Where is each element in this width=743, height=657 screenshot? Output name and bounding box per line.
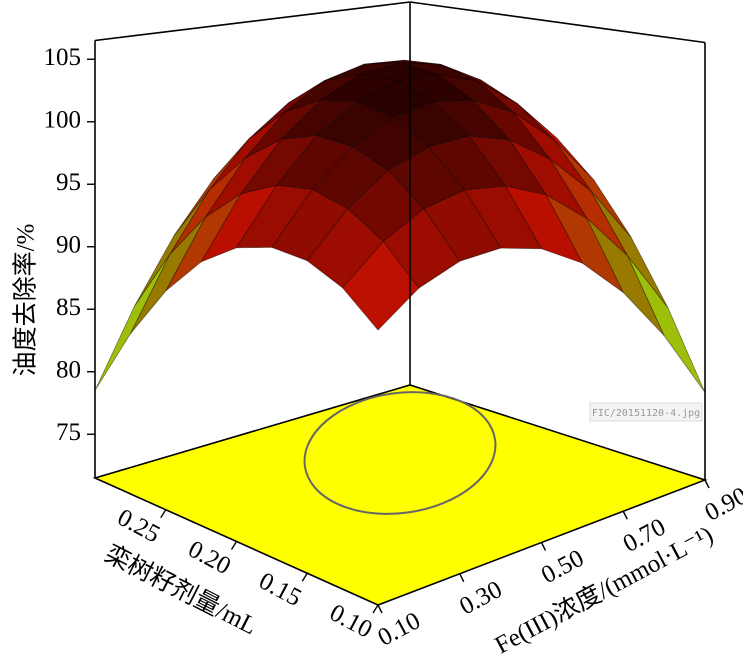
x-tick-label: 0.10: [374, 607, 425, 651]
x-tick: [540, 542, 547, 551]
y-axis-label: 栾树籽剂量/mL: [100, 540, 261, 641]
z-tick-label: 90: [56, 231, 81, 258]
surface-patch: [553, 139, 632, 238]
z-axis-label: 油度去除率/%: [12, 224, 40, 377]
y-tick: [372, 604, 379, 614]
surface-patch: [284, 73, 362, 113]
x-tick: [622, 510, 628, 520]
surface: [94, 59, 706, 393]
surface-patch: [513, 112, 592, 192]
surface-patch: [586, 218, 665, 336]
z-tick-label: 75: [56, 419, 81, 446]
y-tick: [230, 541, 238, 550]
x-tick-label: 0.90: [701, 482, 743, 526]
z-tick-label: 105: [44, 44, 82, 71]
x-tick: [704, 479, 710, 489]
z-tick-label: 95: [56, 169, 81, 196]
y-tick-label: 0.10: [325, 599, 376, 643]
contour: [303, 391, 497, 515]
box-edge: [94, 1, 411, 42]
surface-patch: [590, 190, 669, 309]
y-tick-label: 0.20: [184, 536, 235, 580]
surface-patch: [165, 193, 242, 292]
y-tick-label: 0.15: [254, 568, 305, 612]
watermark: FIC/20151120-4.jpg: [592, 408, 700, 419]
x-tick-label: 0.50: [537, 545, 588, 589]
x-tick-label: 0.30: [455, 576, 506, 620]
y-tick: [160, 509, 167, 519]
x-tick: [377, 604, 383, 614]
z-tick-label: 85: [56, 294, 81, 321]
surface-patch: [627, 255, 706, 393]
watermark-box: [589, 402, 703, 422]
y-tick: [301, 572, 308, 582]
surface-patch: [545, 193, 624, 293]
z-tick-label: 80: [56, 356, 81, 383]
surface-patch: [130, 216, 206, 335]
z-tick-label: 100: [44, 106, 82, 133]
surface-patch: [342, 240, 420, 331]
y-tick-label: 0.25: [113, 504, 164, 548]
surface-patch: [94, 254, 171, 391]
box-edge: [409, 1, 706, 44]
x-tick: [459, 573, 465, 583]
surface-patch: [504, 185, 584, 264]
